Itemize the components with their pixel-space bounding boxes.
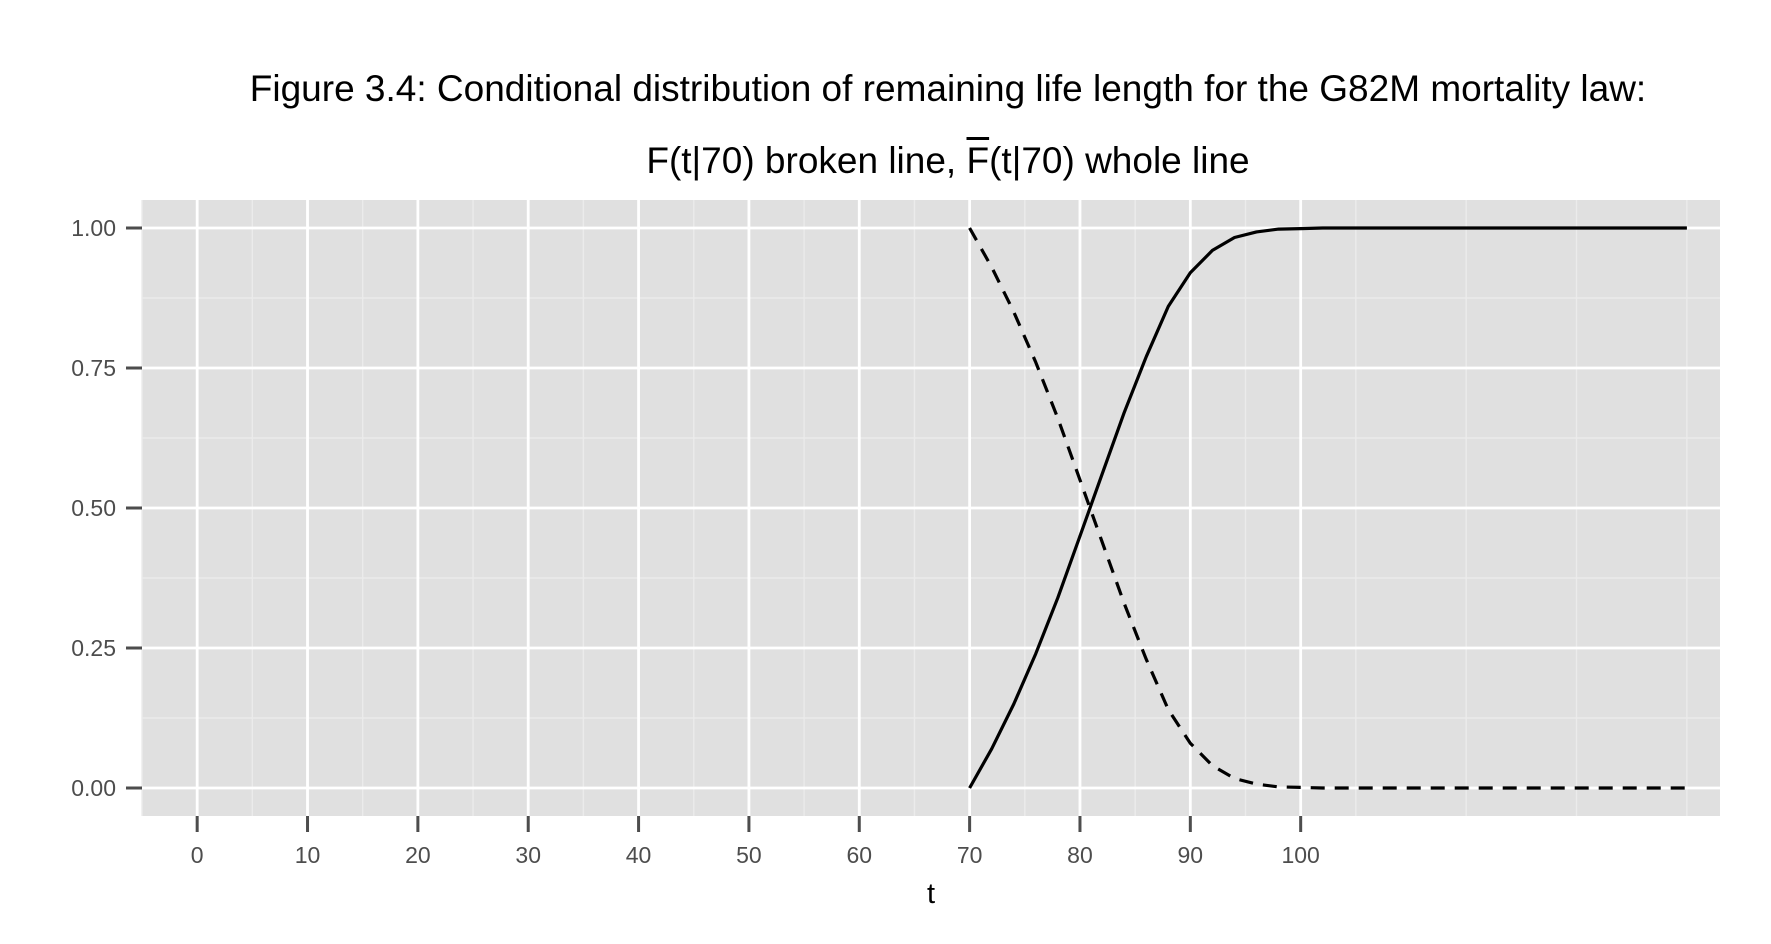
x-tick-label: 90	[1178, 842, 1204, 868]
y-tick-label: 0.00	[71, 775, 116, 801]
y-axis: 0.00 0.25 0.50 0.75 1.00	[71, 215, 142, 801]
x-tick-label: 80	[1067, 842, 1093, 868]
title-part-fbar: F	[966, 140, 990, 181]
y-tick-label: 0.50	[71, 495, 116, 521]
minor-grid	[141, 200, 1720, 816]
x-tick-label: 40	[626, 842, 652, 868]
x-tick-label: 60	[846, 842, 872, 868]
x-tick-label: 100	[1281, 842, 1319, 868]
chart-title-line-2: F(t|70) broken line, F(t|70) whole line	[0, 140, 1771, 182]
x-axis-title: t	[927, 878, 935, 910]
x-tick-label: 70	[957, 842, 983, 868]
x-tick-label: 30	[515, 842, 541, 868]
series-line-solid	[968, 226, 1687, 789]
x-tick-label: 20	[405, 842, 431, 868]
x-axis: 0 10 20 30 40 50 60 70 80 90 100	[191, 816, 1320, 868]
x-tick-label: 10	[295, 842, 321, 868]
x-tick-label: 0	[191, 842, 204, 868]
chart-title-line-1: Figure 3.4: Conditional distribution of …	[249, 68, 1647, 109]
y-tick-label: 0.75	[71, 355, 116, 381]
x-tick-label: 50	[736, 842, 762, 868]
title-part-tail: (t|70) whole line	[989, 140, 1250, 181]
y-tick-label: 1.00	[71, 215, 116, 241]
title-part-f: F(t|70) broken line,	[646, 140, 967, 181]
series-line-dashed	[968, 227, 1687, 790]
series-layer	[968, 226, 1687, 790]
y-tick-label: 0.25	[71, 635, 116, 661]
